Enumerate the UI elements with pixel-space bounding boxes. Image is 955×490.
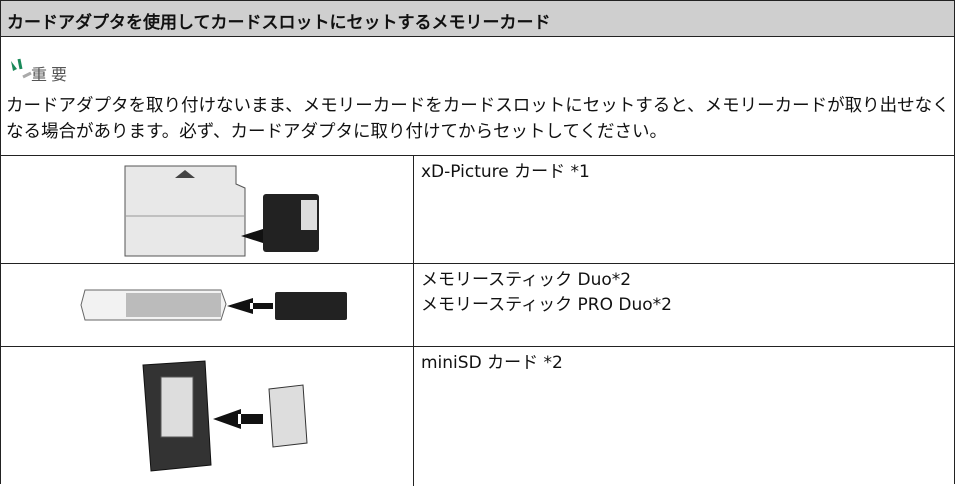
card-image: [1, 156, 414, 263]
table-row: メモリースティック Duo*2 メモリースティック PRO Duo*2: [1, 264, 954, 347]
card-name-line: メモリースティック PRO Duo*2: [421, 295, 672, 315]
card-name-line: xD-Picture カード *1: [421, 162, 590, 182]
minisd-illustration: [142, 360, 308, 472]
header-title: カードアダプタを使用してカードスロットにセットするメモリーカード: [7, 13, 551, 33]
table-row: xD-Picture カード *1: [1, 156, 954, 264]
table-row: miniSD カード *2: [1, 347, 954, 486]
card-name: メモリースティック Duo*2 メモリースティック PRO Duo*2: [421, 268, 672, 318]
notice-icon: [11, 58, 32, 79]
notice-label: 重要: [31, 65, 72, 84]
card-name-line: miniSD カード *2: [421, 353, 563, 373]
card-image: [1, 264, 414, 346]
card-name: xD-Picture カード *1: [421, 160, 590, 185]
notice: 重要 カードアダプタを取り付けないまま、メモリーカードをカードスロットにセットす…: [1, 37, 954, 156]
card-name: miniSD カード *2: [421, 351, 563, 376]
ms-illustration: [80, 289, 347, 321]
xd-illustration: [124, 165, 319, 257]
card-name-line: メモリースティック Duo*2: [421, 270, 632, 290]
card-image: [1, 347, 414, 486]
header: カードアダプタを使用してカードスロットにセットするメモリーカード: [1, 1, 954, 37]
notice-text: カードアダプタを取り付けないまま、メモリーカードをカードスロットにセットすると、…: [6, 96, 950, 142]
